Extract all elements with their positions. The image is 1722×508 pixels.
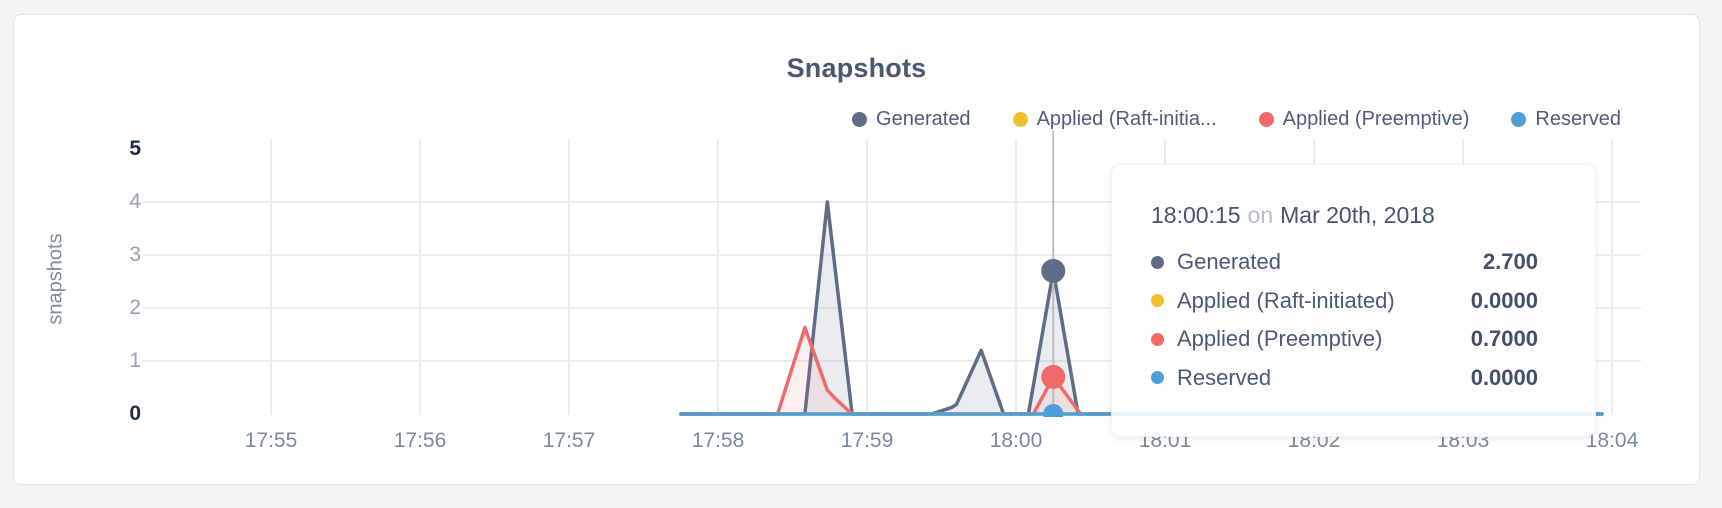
hover-dot-applied-preemptive xyxy=(1041,364,1066,389)
series-dot-icon xyxy=(1151,332,1164,346)
legend-item-applied-raft-initia[interactable]: Applied (Raft-initia... xyxy=(1012,107,1217,131)
tooltip-series-label: Generated xyxy=(1177,249,1281,275)
tooltip-row-applied-raft-initiated: Applied (Raft-initiated) 0.0000 xyxy=(1151,282,1538,321)
legend: Generated Applied (Raft-initia... Applied … xyxy=(852,106,1621,132)
legend-dot-icon xyxy=(1258,111,1274,127)
legend-item-label: Applied (Preemptive) xyxy=(1282,107,1470,130)
legend-item-label: Reserved xyxy=(1535,107,1621,130)
legend-item-label: Applied (Raft-initia... xyxy=(1036,107,1217,130)
legend-item-reserved[interactable]: Reserved xyxy=(1511,108,1621,131)
tooltip-series-label: Applied (Raft-initiated) xyxy=(1177,287,1395,313)
legend-item-label: Generated xyxy=(876,107,971,130)
tooltip-header: 18:00:15 on Mar 20th, 2018 xyxy=(1151,199,1538,231)
hover-dot-reserved xyxy=(1043,404,1064,417)
tooltip-series-label: Reserved xyxy=(1177,364,1272,390)
applied-preemptive-line xyxy=(679,325,1604,416)
chart-card: Snapshots Generated Applied (Raft-initia.… xyxy=(13,14,1700,485)
hover-dot-generated xyxy=(1041,258,1066,283)
chart-title: Snapshots xyxy=(786,53,927,83)
hover-tooltip: 18:00:15 on Mar 20th, 2018 Generated 2.700 A… xyxy=(1111,164,1596,437)
tooltip-conjunction: on xyxy=(1247,202,1274,228)
tooltip-rows: Generated 2.700 Applied (Raft-initiated) 0.… xyxy=(1151,243,1538,397)
tooltip-row-generated: Generated 2.700 xyxy=(1151,243,1538,282)
series-dot-icon xyxy=(1151,255,1164,269)
hover-dots xyxy=(1041,258,1066,417)
tooltip-series-value: 2.700 xyxy=(1482,249,1538,275)
legend-dot-icon xyxy=(852,111,868,127)
legend-dot-icon xyxy=(1012,111,1028,127)
legend-dot-icon xyxy=(1511,111,1527,127)
tooltip-time: 18:00:15 xyxy=(1151,202,1241,228)
series-dot-icon xyxy=(1151,294,1164,308)
tooltip-row-reserved: Reserved 0.0000 xyxy=(1151,359,1538,398)
series-dot-icon xyxy=(1151,371,1164,385)
tooltip-series-label: Applied (Preemptive) xyxy=(1177,326,1383,352)
tooltip-row-applied-preemptive: Applied (Preemptive) 0.7000 xyxy=(1151,320,1538,359)
tooltip-series-value: 0.0000 xyxy=(1470,364,1538,390)
legend-item-applied-preemptive[interactable]: Applied (Preemptive) xyxy=(1258,107,1470,131)
tooltip-date: Mar 20th, 2018 xyxy=(1280,202,1435,228)
tooltip-series-value: 0.0000 xyxy=(1470,287,1538,313)
legend-item-generated[interactable]: Generated xyxy=(852,108,971,131)
tooltip-series-value: 0.7000 xyxy=(1470,326,1538,352)
